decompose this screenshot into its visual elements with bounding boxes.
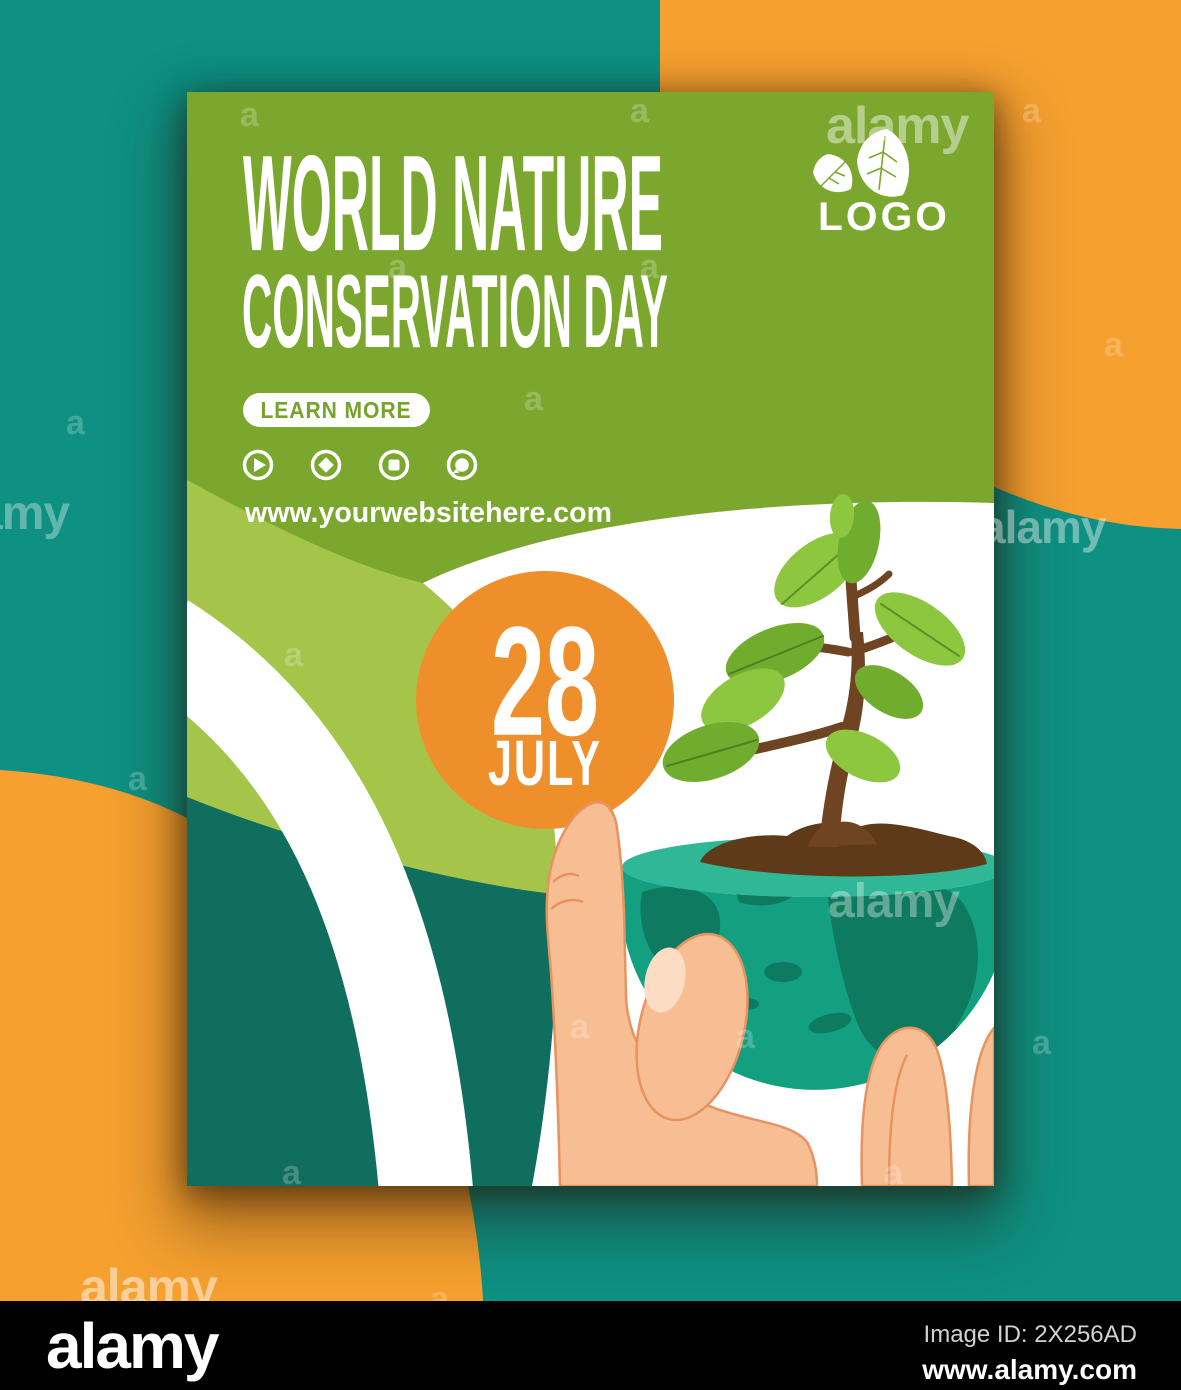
finger-line	[887, 1054, 909, 1186]
soil-mound	[700, 822, 987, 877]
poster-title-line2: CONSERVATION DAY	[242, 253, 668, 370]
knuckle-crease	[550, 898, 584, 910]
square-icon	[378, 449, 410, 481]
hand-holding-badge	[545, 801, 819, 1186]
date-month: JULY	[488, 728, 602, 799]
poster-website: www.yourwebsitehere.com	[244, 497, 612, 529]
chat-bubble-icon	[446, 449, 478, 481]
leaves	[662, 494, 966, 783]
right-hand-fingers	[860, 1026, 954, 1186]
white-arm-band	[187, 600, 473, 1186]
learn-more-label: LEARN MORE	[261, 397, 412, 423]
knuckle-crease	[552, 872, 580, 883]
footer-info: Image ID: 2X256AD www.alamy.com	[922, 1321, 1137, 1386]
logo-text: LOGO	[818, 195, 950, 239]
branch	[848, 570, 893, 601]
play-icon	[242, 449, 274, 481]
image-id-label: Image ID: 2X256AD	[923, 1321, 1137, 1348]
logo-leaves-icon	[813, 129, 910, 197]
learn-more-button: LEARN MORE	[243, 393, 430, 427]
thumb-nail	[644, 947, 686, 1013]
logo-block: LOGO	[813, 129, 950, 239]
right-hand-wedge	[967, 1026, 994, 1186]
alamy-website: www.alamy.com	[922, 1354, 1137, 1385]
date-day: 28	[491, 595, 599, 769]
poster-title-line1: WORLD NATURE	[243, 128, 663, 280]
date-badge: 28 JULY	[416, 571, 674, 829]
hands-illustration	[545, 801, 994, 1186]
alamy-logo: alamy	[46, 1310, 219, 1382]
date-circle	[416, 571, 674, 829]
alamy-footer-bar: alamy Image ID: 2X256AD www.alamy.com	[0, 1301, 1181, 1390]
plant-illustration	[662, 494, 966, 847]
poster: 28 JULY	[187, 92, 994, 1186]
